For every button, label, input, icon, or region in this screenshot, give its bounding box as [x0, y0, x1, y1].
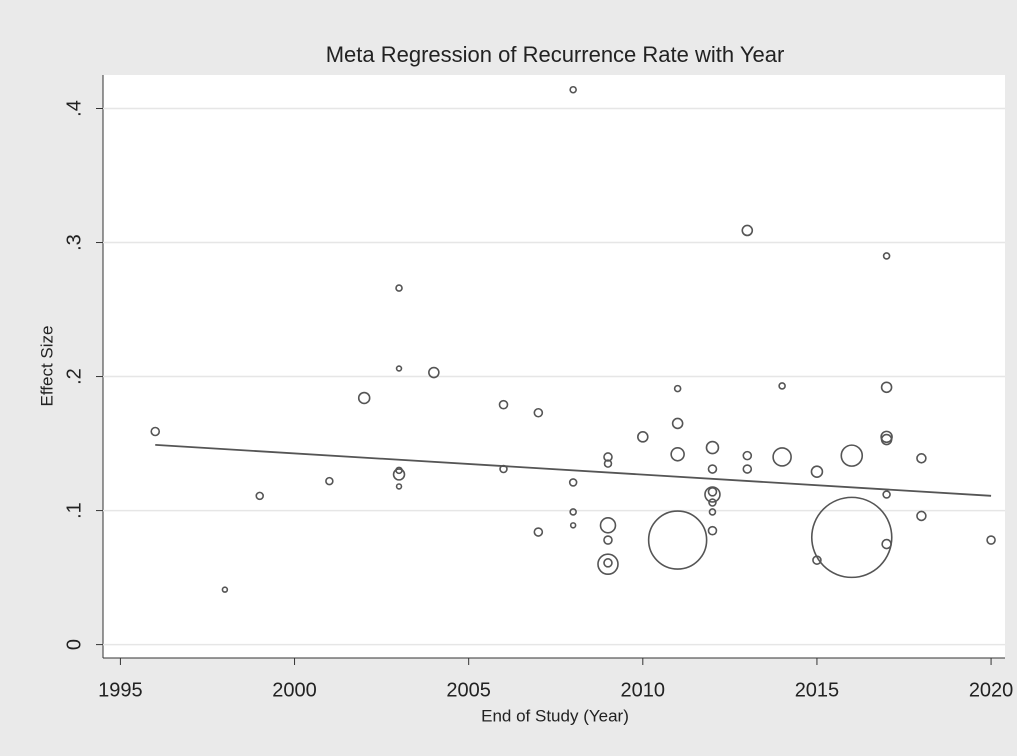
- x-tick-label: 2010: [621, 679, 666, 701]
- bubble: [395, 284, 403, 292]
- bubble: [603, 558, 613, 568]
- y-tick-label: 0: [63, 639, 85, 650]
- bubble: [881, 538, 892, 550]
- x-tick-label: 2005: [446, 679, 491, 701]
- bubble: [671, 417, 684, 430]
- bubble: [647, 510, 708, 570]
- x-tick-label: 1995: [98, 679, 143, 701]
- x-axis-label: End of Study (Year): [481, 706, 629, 725]
- bubble: [533, 527, 544, 537]
- bubble: [255, 491, 264, 501]
- bubble: [533, 407, 544, 418]
- bubble: [673, 384, 682, 393]
- bubble: [707, 487, 718, 497]
- bubble: [741, 224, 754, 237]
- bubble: [395, 365, 403, 372]
- fit-line: [155, 444, 992, 497]
- bubble: [916, 510, 927, 522]
- bubble: [880, 381, 893, 394]
- y-tick-label: .3: [63, 234, 85, 251]
- bubble: [772, 447, 792, 467]
- bubble: [840, 444, 864, 467]
- bubble: [670, 447, 685, 462]
- y-tick-label: .2: [63, 368, 85, 385]
- bubble: [569, 522, 577, 529]
- bubble: [150, 426, 161, 437]
- bubble: [395, 483, 403, 490]
- bubble: [708, 508, 717, 516]
- bubble: [810, 465, 824, 478]
- bubble: [568, 478, 578, 487]
- bubble: [428, 366, 440, 379]
- y-tick-label: .4: [63, 100, 85, 117]
- bubble: [810, 496, 893, 579]
- bubble: [392, 468, 406, 481]
- bubble: [325, 476, 334, 486]
- bubble: [778, 382, 786, 390]
- y-tick-label: .1: [63, 502, 85, 519]
- bubble: [221, 586, 229, 593]
- x-tick-label: 2000: [272, 679, 317, 701]
- bubble: [637, 431, 649, 443]
- bubble: [569, 508, 577, 516]
- chart-title: Meta Regression of Recurrence Rate with …: [326, 42, 785, 67]
- bubble: [569, 85, 577, 94]
- bubble: [599, 517, 617, 534]
- bubble: [880, 430, 893, 444]
- bubble: [708, 498, 717, 507]
- bubble: [597, 553, 619, 575]
- bubble: [603, 459, 613, 468]
- bubble: [742, 464, 753, 474]
- bubble: [704, 486, 721, 503]
- bubble: [357, 391, 371, 405]
- bubble: [882, 252, 891, 260]
- bubble: [882, 490, 891, 499]
- x-tick-label: 2015: [795, 679, 840, 701]
- y-axis-label: Effect Size: [37, 326, 56, 407]
- bubble: [603, 535, 613, 545]
- bubble: [705, 440, 720, 455]
- plot-area: [103, 75, 1005, 658]
- bubble: [880, 433, 893, 446]
- bubble: [916, 453, 927, 464]
- x-tick-label: 2020: [969, 679, 1014, 701]
- bubble: [986, 535, 996, 545]
- bubble: [742, 450, 753, 461]
- bubble: [707, 525, 718, 536]
- bubble: [707, 464, 718, 474]
- bubble: [498, 399, 509, 410]
